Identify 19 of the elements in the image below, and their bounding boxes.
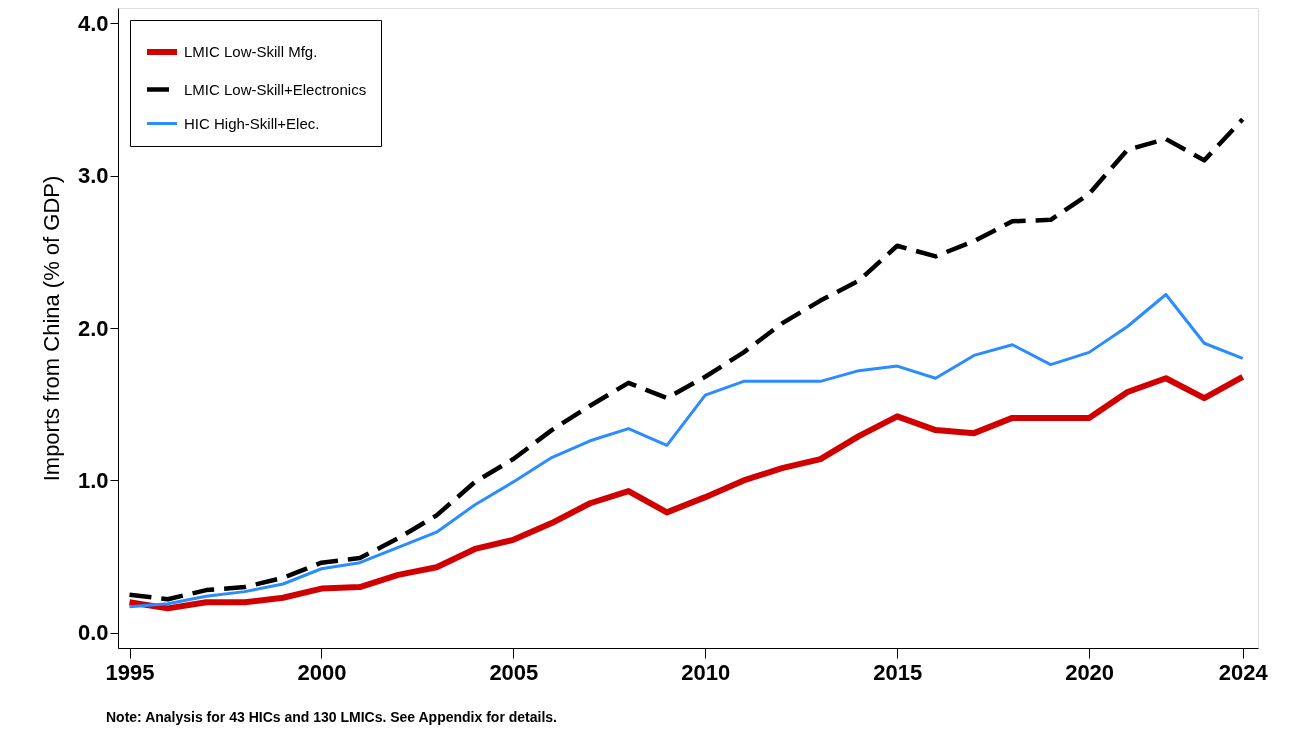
x-tick-label: 2000 bbox=[297, 659, 347, 685]
x-tick-label: 2005 bbox=[489, 659, 539, 685]
x-tick-label: 2024 bbox=[1218, 659, 1269, 685]
x-tick-label: 2020 bbox=[1065, 659, 1115, 685]
x-tick-label: 2015 bbox=[873, 659, 923, 685]
legend-label: LMIC Low-Skill+Electronics bbox=[184, 80, 367, 98]
y-tick-label: 2.0 bbox=[77, 315, 109, 341]
legend-label: HIC High-Skill+Elec. bbox=[184, 114, 320, 132]
y-tick-label: 0.0 bbox=[77, 620, 109, 646]
y-tick-label: 1.0 bbox=[77, 467, 109, 493]
x-tick-label: 1995 bbox=[105, 659, 155, 685]
x-tick-label: 2010 bbox=[681, 659, 731, 685]
legend-label: LMIC Low-Skill Mfg. bbox=[184, 43, 318, 60]
y-axis-title: Imports from China (% of GDP) bbox=[38, 175, 64, 482]
y-tick-label: 4.0 bbox=[77, 10, 109, 36]
y-tick-label: 3.0 bbox=[77, 163, 109, 189]
line-series bbox=[127, 116, 1245, 602]
text: Note: Analysis for 43 HICs and 130 LMICs. See Appendix for details. bbox=[106, 709, 557, 725]
line-series bbox=[128, 292, 1245, 609]
